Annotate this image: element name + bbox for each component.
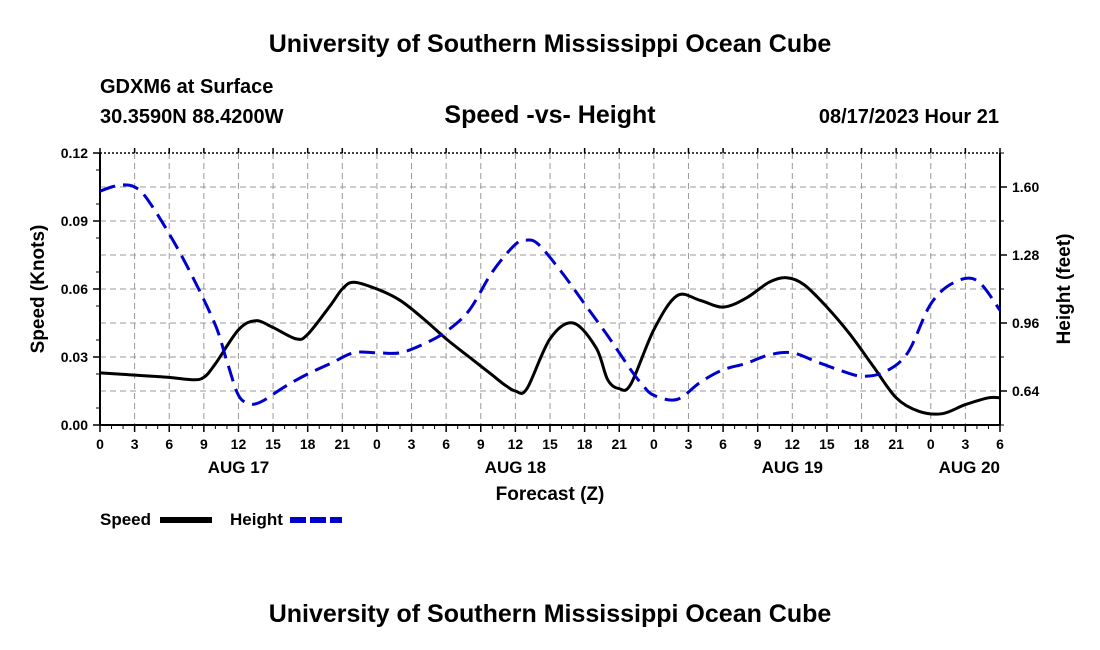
series-line-speed bbox=[99, 276, 1001, 416]
y-tick-label: 0.12 bbox=[61, 145, 88, 161]
x-axis-title: Forecast (Z) bbox=[496, 484, 605, 505]
grid bbox=[100, 153, 1000, 425]
footer-title: University of Southern Mississippi Ocean… bbox=[268, 600, 832, 628]
x-tick-label: 3 bbox=[131, 436, 139, 452]
y2-tick-label: 1.60 bbox=[1012, 179, 1039, 195]
date-label: AUG 18 bbox=[485, 458, 546, 477]
x-tick-label: 9 bbox=[200, 436, 208, 452]
x-tick-label: 21 bbox=[888, 436, 904, 452]
legend-label-speed: Speed bbox=[100, 510, 151, 529]
x-tick-label: 3 bbox=[685, 436, 693, 452]
run-time-label: 08/17/2023 Hour 21 bbox=[818, 106, 999, 128]
x-tick-label: 6 bbox=[165, 436, 173, 452]
y2-tick-label: 0.96 bbox=[1012, 315, 1039, 331]
x-tick-label: 21 bbox=[335, 436, 351, 452]
station-label: GDXM6 at Surface bbox=[100, 76, 274, 98]
x-tick-label: 12 bbox=[785, 436, 801, 452]
x-tick-label: 15 bbox=[819, 436, 835, 452]
x-tick-label: 12 bbox=[231, 436, 247, 452]
x-tick-label: 0 bbox=[650, 436, 658, 452]
x-tick-label: 0 bbox=[927, 436, 935, 452]
y2-tick-label: 1.28 bbox=[1012, 247, 1039, 263]
x-tick-label: 3 bbox=[961, 436, 969, 452]
station-coordinates: 30.3590N 88.4200W bbox=[100, 106, 284, 128]
x-tick-label: 0 bbox=[373, 436, 381, 452]
x-tick-label: 0 bbox=[96, 436, 104, 452]
x-tick-label: 21 bbox=[611, 436, 627, 452]
y-tick-label: 0.00 bbox=[61, 417, 88, 433]
y2-tick-label: 0.64 bbox=[1012, 383, 1039, 399]
x-tick-label: 6 bbox=[719, 436, 727, 452]
x-tick-label: 6 bbox=[442, 436, 450, 452]
y2-axis-title: Height (feet) bbox=[1054, 234, 1075, 345]
date-label: AUG 20 bbox=[939, 458, 1000, 477]
y-tick-label: 0.06 bbox=[61, 281, 88, 297]
y-axis-title: Speed (Knots) bbox=[28, 225, 49, 354]
page-title: University of Southern Mississippi Ocean… bbox=[268, 30, 832, 58]
axes bbox=[93, 148, 1007, 432]
series bbox=[99, 183, 1002, 416]
x-tick-label: 18 bbox=[300, 436, 316, 452]
x-tick-label: 3 bbox=[408, 436, 416, 452]
x-tick-label: 15 bbox=[542, 436, 558, 452]
x-tick-label: 12 bbox=[508, 436, 524, 452]
date-label: AUG 19 bbox=[762, 458, 823, 477]
x-tick-label: 9 bbox=[754, 436, 762, 452]
legend: Speed Height bbox=[100, 510, 342, 529]
x-tick-label: 15 bbox=[265, 436, 281, 452]
x-tick-label: 18 bbox=[577, 436, 593, 452]
y-tick-label: 0.03 bbox=[61, 349, 88, 365]
series-line-height bbox=[99, 183, 1002, 406]
date-label: AUG 17 bbox=[208, 458, 269, 477]
y-tick-label: 0.09 bbox=[61, 213, 88, 229]
legend-label-height: Height bbox=[230, 510, 283, 529]
x-tick-label: 9 bbox=[477, 436, 485, 452]
x-tick-label: 18 bbox=[854, 436, 870, 452]
axis-labels: 0 3 6 9 12 15 18 21 0 3 6 9 12 15 18 21 0 3 6 9 12 15 18 21 0 3 6 A… bbox=[28, 145, 1075, 505]
x-tick-label: 6 bbox=[996, 436, 1004, 452]
chart-title: Speed -vs- Height bbox=[444, 101, 656, 129]
